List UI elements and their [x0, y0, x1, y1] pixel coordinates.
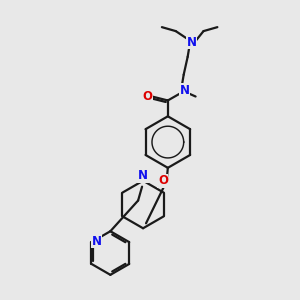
Text: O: O [142, 90, 152, 103]
Text: N: N [180, 84, 190, 97]
Text: N: N [187, 35, 196, 49]
Text: N: N [138, 169, 148, 182]
Text: N: N [92, 235, 101, 248]
Text: O: O [158, 174, 168, 187]
